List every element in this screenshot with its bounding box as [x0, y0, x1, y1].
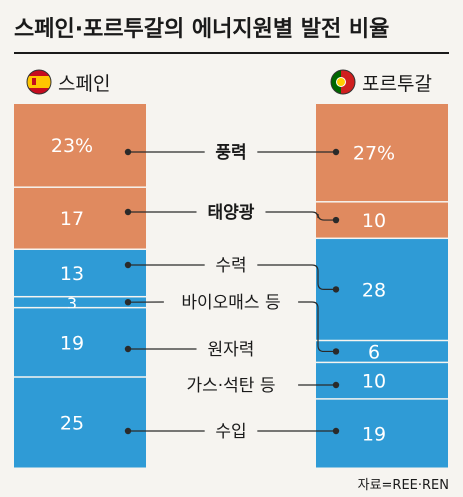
segment-value-label: 19 [60, 332, 84, 354]
connector-dot [124, 345, 132, 353]
bar-segment [14, 377, 146, 468]
segment-value-label: 23% [51, 135, 93, 157]
connector-line [257, 264, 336, 290]
bar-segment [14, 104, 146, 187]
bar-segment [14, 308, 146, 377]
connector-dot [332, 286, 340, 293]
connector-dot [124, 148, 132, 156]
bar-segment [14, 187, 146, 249]
segment-value-label: 10 [362, 210, 386, 232]
bar-segment [316, 341, 448, 362]
column-name-portugal: 포르투갈 [362, 73, 432, 95]
column-name-spain: 스페인 [58, 73, 110, 95]
segment-value-label: 6 [368, 341, 380, 363]
connector-dot [332, 216, 340, 224]
bar-segment [316, 363, 448, 399]
segment-value-label: 19 [362, 424, 386, 446]
connector-dot [332, 427, 340, 435]
segment-value-label: 25 [60, 413, 84, 435]
bars-layer: 23% 17 13 3 19 25 27% 10 28 6 10 19 [14, 104, 448, 468]
segment-value-label: 28 [362, 279, 386, 301]
segment-value-label: 3 [67, 294, 77, 313]
bar-segment [14, 250, 146, 296]
connectors-layer [124, 148, 340, 435]
category-label: 수입 [215, 422, 246, 442]
bar-segment [14, 297, 146, 307]
spain-flag [26, 69, 52, 95]
connector-dot [124, 261, 132, 269]
connector-dot [332, 381, 340, 389]
segment-value-label: 10 [362, 371, 386, 393]
segment-value-label: 17 [60, 208, 84, 230]
connector-dot [332, 148, 340, 156]
category-label: 바이오매스 등 [181, 293, 280, 313]
bar-segment [316, 399, 448, 468]
connector-line [298, 301, 336, 353]
connector-dot [124, 208, 132, 216]
connector-dot [124, 427, 132, 435]
category-label: 원자력 [208, 340, 255, 360]
connector-dot [332, 348, 340, 355]
connector-dot [124, 298, 132, 306]
category-label: 풍력 [215, 143, 246, 163]
source-note: 자료=REE·REN [358, 478, 449, 493]
category-label: 태양광 [208, 203, 255, 223]
portugal-flag [330, 69, 356, 95]
connector-line [265, 211, 336, 221]
chart-title: 스페인·포르투갈의 에너지원별 발전 비율 [14, 17, 389, 42]
segment-value-label: 27% [353, 143, 395, 165]
segment-value-label: 13 [60, 263, 84, 285]
category-label: 가스·석탄 등 [186, 376, 275, 396]
category-label: 수력 [215, 256, 246, 276]
